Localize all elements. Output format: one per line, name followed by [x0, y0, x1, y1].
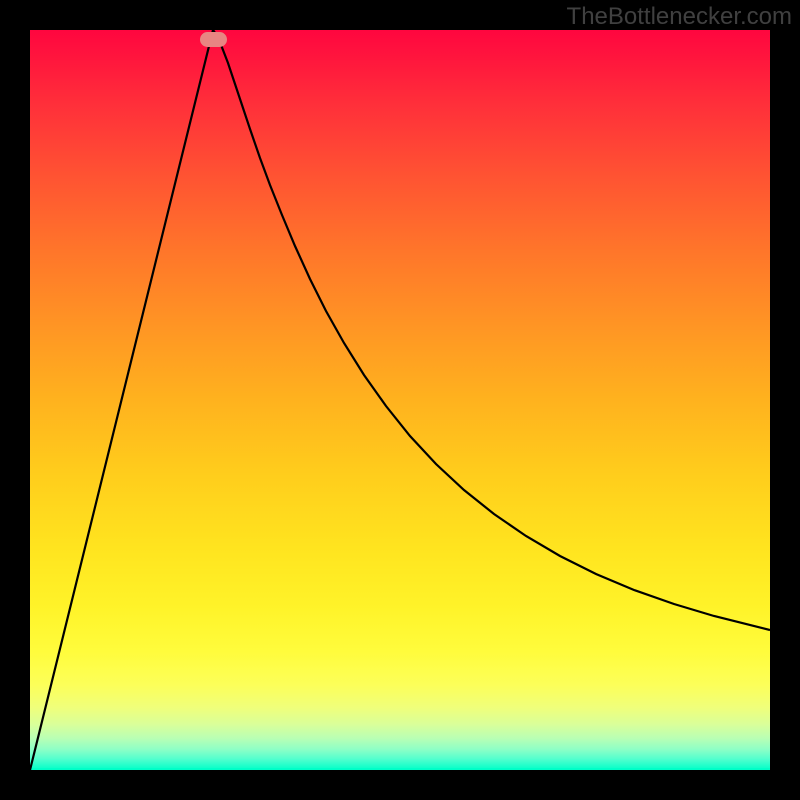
- curve-path: [30, 30, 770, 770]
- watermark-text: TheBottlenecker.com: [567, 3, 792, 31]
- plot-area: [30, 30, 770, 770]
- chart-container: { "canvas": { "width": 800, "height": 80…: [0, 0, 800, 800]
- min-marker: [200, 32, 227, 47]
- curve-svg: [30, 30, 770, 770]
